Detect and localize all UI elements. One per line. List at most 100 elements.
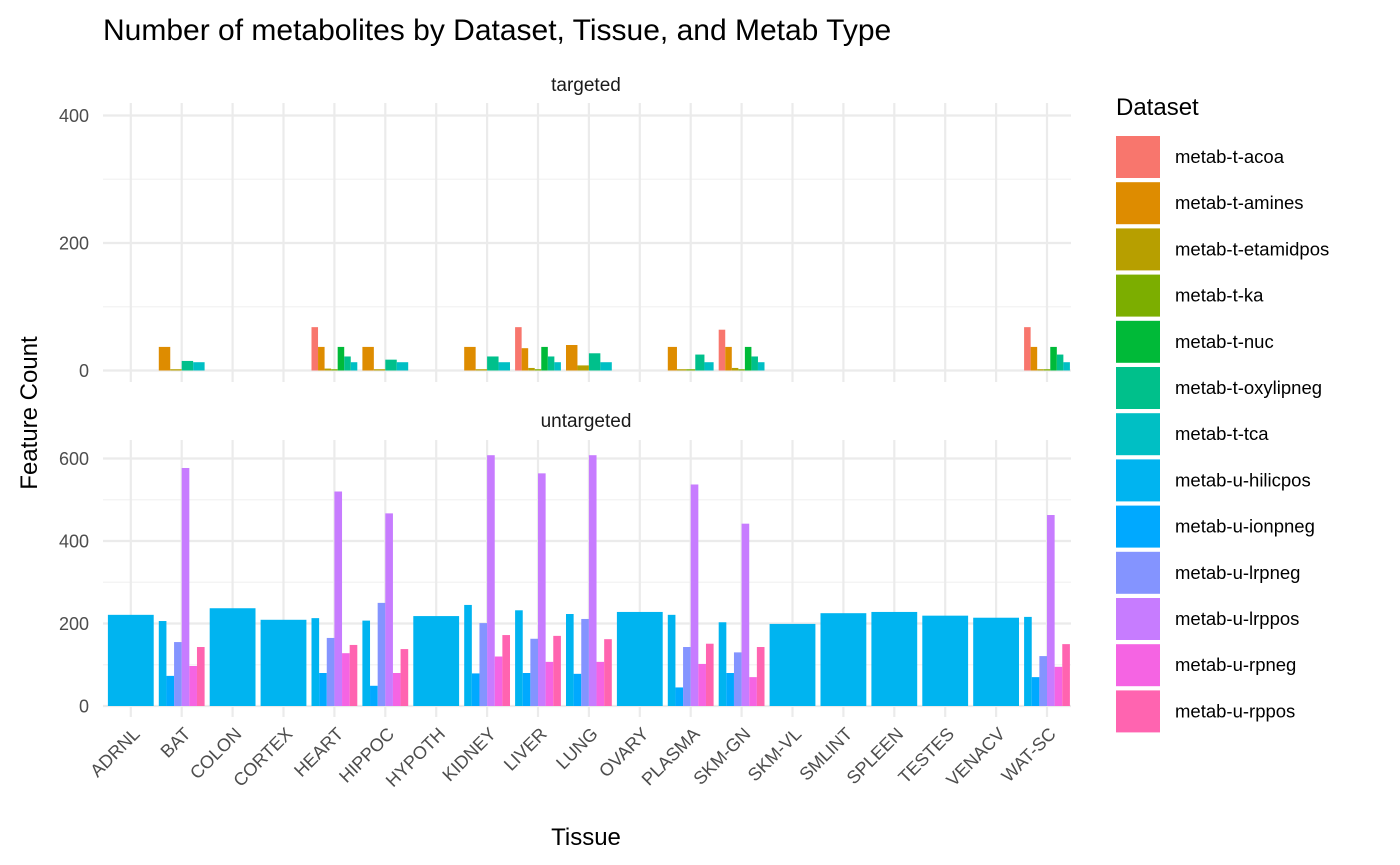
bar-untargeted-bat-metab-u-hilicpos xyxy=(158,621,167,706)
bar-untargeted-plasma-metab-u-hilicpos xyxy=(667,614,676,706)
bar-targeted-bat-metab-t-tca xyxy=(193,362,205,371)
bar-targeted-hippoc-metab-t-tca xyxy=(396,362,409,371)
bar-targeted-heart-metab-t-etamidpos xyxy=(324,368,332,371)
bar-targeted-skm-gn-metab-t-etamidpos xyxy=(731,367,739,371)
x-tick-label-kidney: KIDNEY xyxy=(438,724,500,786)
bar-targeted-plasma-metab-t-amines xyxy=(667,346,677,371)
bar-targeted-kidney-metab-t-etamidpos xyxy=(475,369,488,371)
bar-untargeted-hippoc-metab-u-lrpneg xyxy=(377,602,386,706)
legend-swatch xyxy=(1116,598,1160,640)
bar-untargeted-lung-metab-u-hilicpos xyxy=(565,614,574,706)
bar-untargeted-smlint-metab-u-hilicpos xyxy=(820,613,867,706)
legend-swatch xyxy=(1116,274,1160,317)
legend-swatch xyxy=(1116,136,1160,178)
bar-targeted-bat-metab-t-amines xyxy=(158,346,171,371)
bar-targeted-skm-gn-metab-t-tca xyxy=(757,362,765,371)
legend-swatch xyxy=(1116,182,1160,225)
bar-targeted-kidney-metab-t-tca xyxy=(498,362,511,371)
bar-untargeted-lung-metab-u-lrppos xyxy=(588,455,597,706)
bar-untargeted-bat-metab-u-lrpneg xyxy=(174,642,182,706)
bar-untargeted-skm-gn-metab-u-ionpneg xyxy=(726,673,734,706)
bar-untargeted-ovary-metab-u-hilicpos xyxy=(616,611,663,706)
legend-label: metab-u-ionpneg xyxy=(1175,516,1315,537)
facet-label-untargeted: untargeted xyxy=(541,411,632,432)
bar-targeted-wat-sc-metab-t-etamidpos xyxy=(1037,369,1044,371)
y-tick-label-untargeted: 200 xyxy=(59,614,89,634)
bar-targeted-liver-metab-t-ka xyxy=(534,369,542,371)
bar-targeted-heart-metab-t-ka xyxy=(331,369,338,371)
bar-untargeted-liver-metab-u-lrppos xyxy=(538,473,546,706)
bar-targeted-kidney-metab-t-amines xyxy=(464,346,476,371)
x-tick-label-liver: LIVER xyxy=(500,724,551,775)
bar-targeted-heart-metab-t-acoa xyxy=(311,327,319,371)
bar-untargeted-plasma-metab-u-rppos xyxy=(705,643,714,706)
legend-items: metab-t-acoa metab-t-amines metab-t-etamid… xyxy=(1116,136,1329,733)
bar-targeted-liver-metab-t-etamidpos xyxy=(528,367,535,371)
legend-swatch xyxy=(1116,551,1160,594)
bar-untargeted-liver-metab-u-lrpneg xyxy=(530,638,538,706)
bar-untargeted-kidney-metab-u-rpneg xyxy=(494,656,503,706)
y-tick-label-untargeted: 600 xyxy=(59,449,89,469)
bar-untargeted-colon-metab-u-hilicpos xyxy=(209,608,256,706)
bar-untargeted-hippoc-metab-u-hilicpos xyxy=(362,620,371,706)
bar-untargeted-hippoc-metab-u-lrppos xyxy=(385,513,393,706)
bar-untargeted-wat-sc-metab-u-ionpneg xyxy=(1031,677,1040,706)
legend-swatch xyxy=(1116,367,1160,409)
y-tick-label-untargeted: 400 xyxy=(59,532,89,552)
bar-targeted-wat-sc-metab-t-nuc xyxy=(1050,346,1057,371)
bar-targeted-heart-metab-t-oxylipneg xyxy=(344,356,351,371)
bar-targeted-wat-sc-metab-t-acoa xyxy=(1024,327,1031,371)
legend-swatch xyxy=(1116,690,1160,733)
x-tick-label-bat: BAT xyxy=(157,724,195,762)
bar-targeted-bat-metab-t-etamidpos xyxy=(170,369,182,371)
bar-targeted-plasma-metab-t-tca xyxy=(704,362,714,371)
legend-label: metab-t-oxylipneg xyxy=(1175,377,1322,398)
legend-swatch xyxy=(1116,459,1160,502)
bar-untargeted-lung-metab-u-rppos xyxy=(604,639,612,706)
bar-untargeted-skm-gn-metab-u-hilicpos xyxy=(718,622,727,706)
bar-targeted-heart-metab-t-amines xyxy=(318,346,325,371)
legend-label: metab-u-lrpneg xyxy=(1175,562,1300,583)
bar-targeted-lung-metab-t-etamidpos xyxy=(577,365,589,371)
bar-untargeted-wat-sc-metab-u-rpneg xyxy=(1054,666,1063,706)
bar-targeted-skm-gn-metab-t-ka xyxy=(738,369,745,371)
bar-targeted-wat-sc-metab-t-tca xyxy=(1063,362,1070,371)
x-axis-title: Tissue xyxy=(551,824,621,851)
legend-item-metab-t-amines: metab-t-amines xyxy=(1116,182,1304,225)
legend-label: metab-t-tca xyxy=(1175,423,1269,444)
bar-untargeted-kidney-metab-u-ionpneg xyxy=(471,673,480,706)
bar-untargeted-bat-metab-u-rppos xyxy=(196,647,205,706)
y-axis-title: Feature Count xyxy=(16,336,43,490)
bar-targeted-wat-sc-metab-t-ka xyxy=(1043,369,1051,371)
x-tick-label-wat-sc: WAT-SC xyxy=(998,724,1060,786)
legend-label: metab-t-etamidpos xyxy=(1175,238,1329,259)
legend-item-metab-t-acoa: metab-t-acoa xyxy=(1116,136,1285,178)
bar-untargeted-lung-metab-u-ionpneg xyxy=(573,673,582,706)
legend: Dataset metab-t-acoametab-t-aminesmetab-… xyxy=(1116,94,1329,733)
legend-swatch xyxy=(1116,413,1160,456)
legend-label: metab-t-ka xyxy=(1175,285,1264,306)
bar-untargeted-venacv-metab-u-hilicpos xyxy=(973,617,1020,706)
bar-targeted-liver-metab-t-nuc xyxy=(541,346,548,371)
bar-untargeted-wat-sc-metab-u-lrppos xyxy=(1047,515,1055,706)
legend-label: metab-u-rpneg xyxy=(1175,654,1296,675)
legend-swatch xyxy=(1116,505,1160,548)
bar-targeted-heart-metab-t-nuc xyxy=(337,346,345,371)
legend-swatch xyxy=(1116,228,1160,271)
bar-untargeted-adrnl-metab-u-hilicpos xyxy=(107,614,154,706)
bar-untargeted-bat-metab-u-rpneg xyxy=(189,665,197,706)
bar-layer xyxy=(107,327,1070,706)
bar-targeted-wat-sc-metab-t-oxylipneg xyxy=(1056,354,1064,371)
bar-untargeted-cortex-metab-u-hilicpos xyxy=(260,619,307,706)
bar-untargeted-heart-metab-u-hilicpos xyxy=(311,618,320,706)
legend-item-metab-u-ionpneg: metab-u-ionpneg xyxy=(1116,505,1315,548)
bar-untargeted-hippoc-metab-u-ionpneg xyxy=(370,685,378,706)
legend-swatch xyxy=(1116,320,1160,363)
bar-untargeted-wat-sc-metab-u-lrpneg xyxy=(1039,656,1047,706)
y-tick-label-targeted: 200 xyxy=(59,234,89,254)
legend-item-metab-u-rpneg: metab-u-rpneg xyxy=(1116,644,1296,687)
legend-item-metab-t-ka: metab-t-ka xyxy=(1116,274,1264,317)
bar-targeted-liver-metab-t-amines xyxy=(521,348,529,371)
bar-untargeted-skm-gn-metab-u-lrppos xyxy=(741,523,750,706)
bar-untargeted-skm-gn-metab-u-rpneg xyxy=(749,677,757,706)
